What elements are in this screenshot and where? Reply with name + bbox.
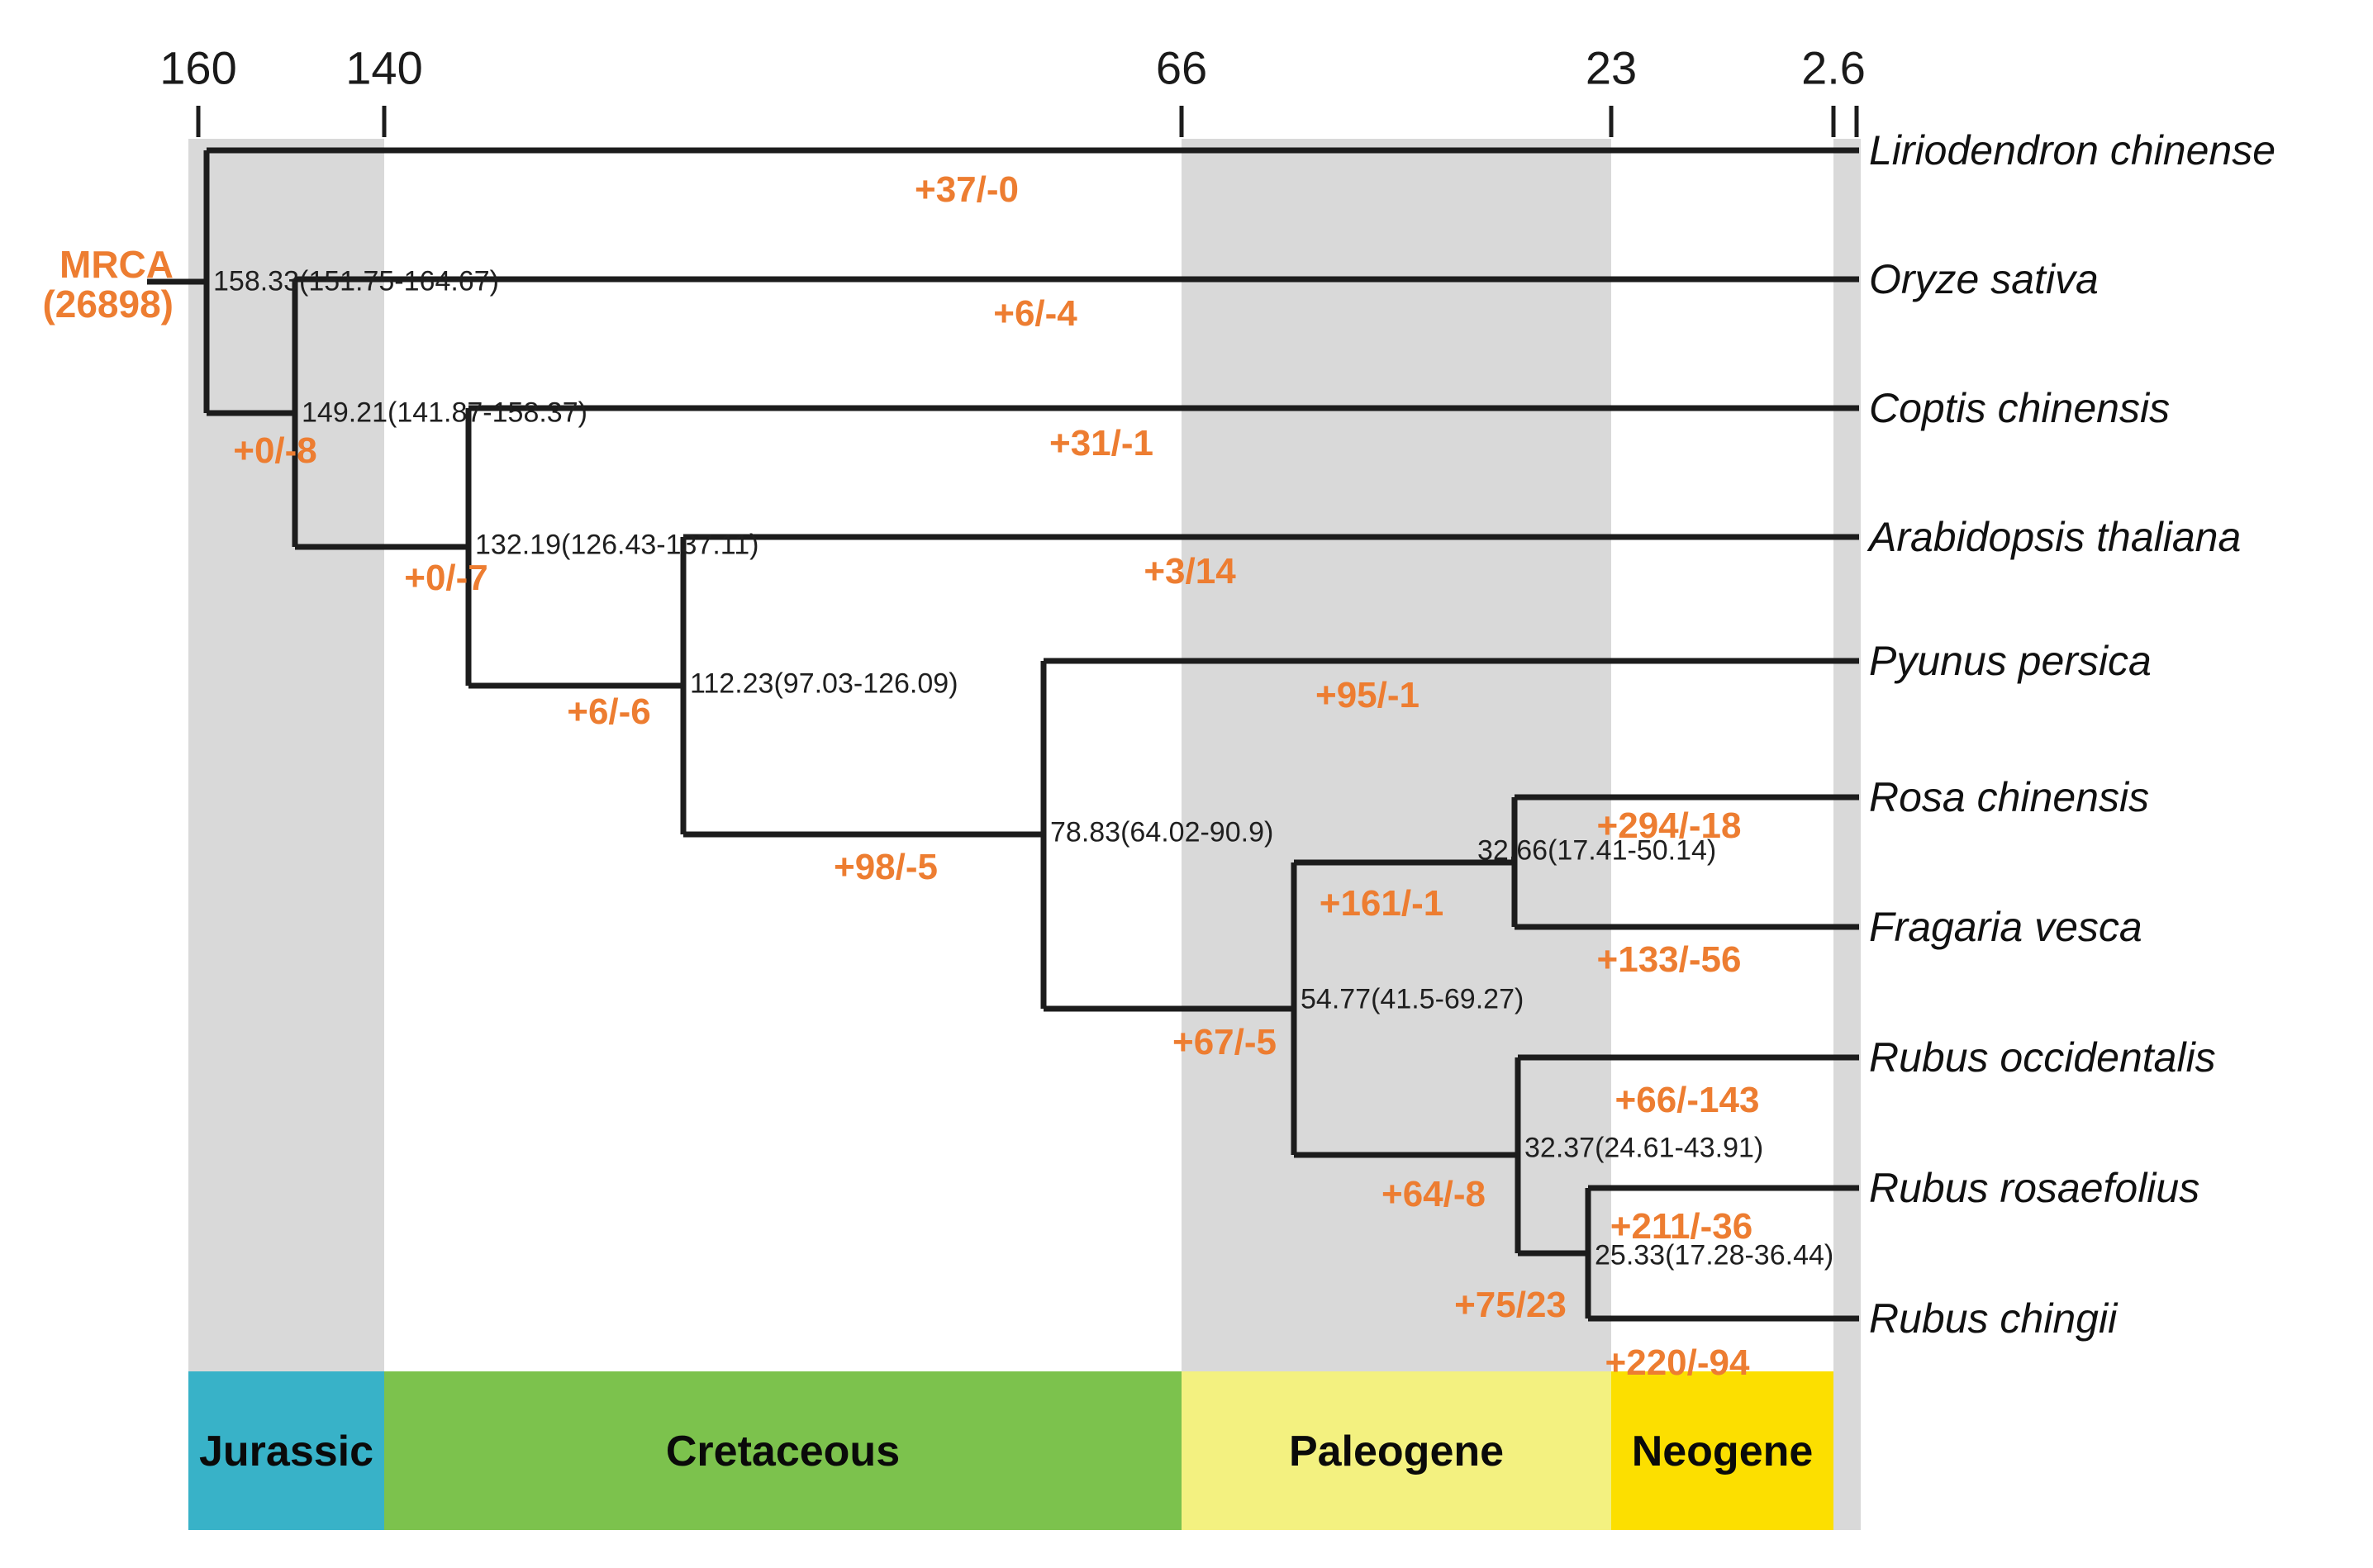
species-label: Arabidopsis thaliana (1869, 514, 2242, 560)
species-label: Oryze sativa (1869, 256, 2099, 302)
gene-gain-loss-label: +161/-1 (1319, 883, 1444, 924)
gene-gain-loss-label: +133/-56 (1596, 939, 1742, 980)
gene-gain-loss-label: +294/-18 (1596, 805, 1742, 846)
period-label-paleogene: Paleogene (1288, 1428, 1505, 1475)
period-cell-neogene (1611, 1371, 1833, 1530)
species-label: Fragaria vesca (1869, 904, 2142, 950)
paleogene-shade (1182, 139, 1611, 1371)
species-label: Pyunus persica (1869, 638, 2152, 684)
axis-tick-label-66: 66 (1155, 41, 1208, 94)
gene-gain-loss-label: +31/-1 (1049, 423, 1153, 463)
node-age-label: 112.23(97.03-126.09) (690, 668, 958, 700)
node-age-label: 158.33(151.75-164.67) (213, 265, 499, 297)
species-label: Coptis chinensis (1869, 385, 2171, 431)
species-label: Rubus chingii (1869, 1295, 2118, 1342)
jurassic-shade (188, 139, 384, 1371)
period-label-neogene: Neogene (1631, 1428, 1814, 1475)
node-age-label: 78.83(64.02-90.9) (1050, 816, 1274, 848)
gene-gain-loss-label: +3/14 (1144, 551, 1236, 592)
gene-gain-loss-label: +220/-94 (1605, 1342, 1750, 1383)
node-age-label: 132.19(126.43-137.11) (475, 529, 759, 561)
node-age-label: 32.37(24.61-43.91) (1524, 1132, 1764, 1164)
gene-gain-loss-label: +98/-5 (834, 847, 938, 887)
gene-gain-loss-label: +75/23 (1454, 1285, 1567, 1325)
axis-tick-label-160: 160 (159, 41, 237, 94)
gene-gain-loss-label: +211/-36 (1610, 1206, 1753, 1247)
period-label-cretaceous: Cretaceous (665, 1428, 901, 1475)
species-label: Rubus rosaefolius (1869, 1165, 2200, 1211)
mrca-gene-count: (26898) (42, 283, 174, 326)
species-label: Rubus occidentalis (1869, 1034, 2216, 1081)
gene-gain-loss-label: +64/-8 (1381, 1174, 1486, 1214)
gene-gain-loss-label: +6/-6 (567, 691, 651, 732)
quaternary-shade (1833, 139, 1861, 1371)
period-cell-jurassic (188, 1371, 384, 1530)
mrca-title: MRCA (59, 243, 174, 286)
node-age-label: 149.21(141.87-158.37) (302, 397, 587, 429)
species-label: Rosa chinensis (1869, 774, 2150, 820)
period-cell-paleogene (1182, 1371, 1611, 1530)
gene-gain-loss-label: +0/-7 (404, 558, 488, 598)
gene-gain-loss-label: +66/-143 (1614, 1080, 1760, 1120)
period-label-jurassic: Jurassic (198, 1428, 374, 1475)
mrca-label: MRCA (26898) (23, 245, 174, 325)
node-age-label: 32.66(17.41-50.14) (1477, 834, 1717, 867)
gene-gain-loss-label: +37/-0 (915, 169, 1019, 210)
period-cell-cretaceous (384, 1371, 1182, 1530)
species-label: Liriodendron chinense (1869, 127, 2276, 173)
gene-gain-loss-label: +0/-8 (233, 430, 317, 471)
gene-gain-loss-label: +6/-4 (993, 293, 1077, 334)
node-age-label: 54.77(41.5-69.27) (1301, 983, 1524, 1015)
axis-tick-label-23: 23 (1585, 41, 1638, 94)
node-age-label: 25.33(17.28-36.44) (1595, 1239, 1834, 1271)
gene-gain-loss-label: +67/-5 (1172, 1022, 1277, 1062)
axis-tick-label-2.6: 2.6 (1801, 41, 1866, 94)
period-cell-quaternary (1833, 1371, 1861, 1530)
gene-gain-loss-label: +95/-1 (1315, 675, 1420, 715)
axis-tick-label-140: 140 (345, 41, 423, 94)
